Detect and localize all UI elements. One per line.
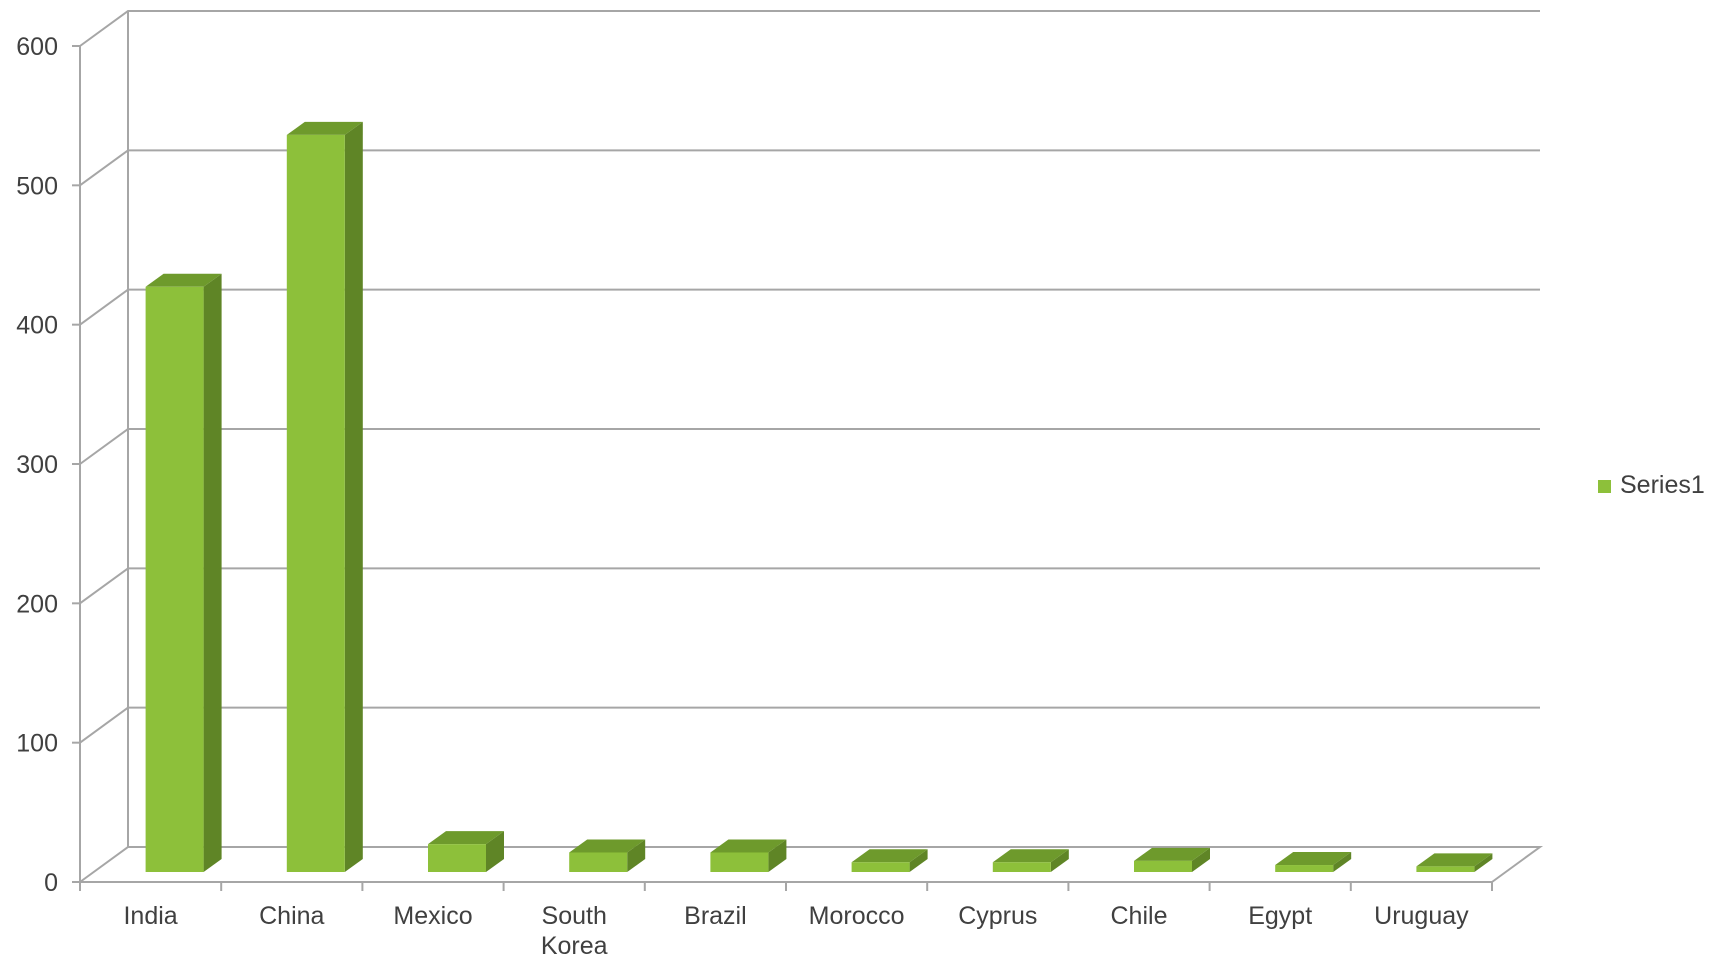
y-tick-label: 400 bbox=[16, 312, 58, 340]
x-tick-label: China bbox=[259, 902, 324, 930]
legend: Series1 bbox=[1598, 471, 1705, 499]
x-tick-label: Brazil bbox=[684, 902, 747, 930]
x-tick-label: Egypt bbox=[1248, 902, 1312, 930]
bar-side bbox=[909, 849, 928, 872]
x-tick-label: India bbox=[123, 902, 177, 930]
gridlines bbox=[79, 10, 1544, 883]
bar-morocco bbox=[851, 862, 910, 872]
axes bbox=[72, 45, 1493, 891]
bar-top bbox=[569, 839, 646, 853]
y-tick-label: 100 bbox=[16, 730, 58, 758]
bar-mexico bbox=[428, 844, 486, 872]
bar-top bbox=[992, 849, 1069, 863]
bar-side bbox=[1333, 852, 1352, 872]
bar-egypt bbox=[1275, 865, 1334, 872]
y-tick-label: 0 bbox=[44, 869, 58, 897]
bar-uruguay bbox=[1416, 866, 1475, 872]
bar-south-korea bbox=[569, 852, 628, 872]
bar-side bbox=[627, 839, 646, 872]
x-tick-label: South Korea bbox=[541, 902, 608, 960]
bar-top bbox=[145, 273, 222, 287]
y-tick-label: 500 bbox=[16, 172, 58, 200]
gridline bbox=[79, 10, 1540, 47]
bar-chile bbox=[1134, 860, 1192, 872]
bar-top bbox=[710, 839, 787, 853]
bar-side bbox=[344, 121, 363, 873]
bar-cyprus bbox=[992, 862, 1051, 872]
x-tick-label: Morocco bbox=[809, 902, 905, 930]
bar-side bbox=[486, 831, 504, 872]
bar-side bbox=[1474, 853, 1493, 872]
bar-side bbox=[1050, 849, 1069, 872]
y-tick-label: 200 bbox=[16, 590, 58, 618]
bar-china bbox=[286, 134, 345, 873]
x-tick-label: Cyprus bbox=[958, 902, 1037, 930]
bar-side bbox=[768, 839, 787, 872]
bar-side bbox=[203, 273, 222, 872]
bar-side bbox=[1192, 847, 1210, 872]
bar-top bbox=[428, 831, 504, 845]
y-tick-label: 600 bbox=[16, 33, 58, 61]
tick-labels: 0 100 200 300 400 500 600 India China Mexico South… bbox=[16, 33, 1469, 960]
bar-top bbox=[1275, 852, 1352, 866]
legend-swatch bbox=[1598, 480, 1611, 493]
bar-top bbox=[851, 849, 928, 863]
legend-label: Series1 bbox=[1620, 471, 1705, 499]
bar-top bbox=[1416, 853, 1493, 867]
bar-brazil bbox=[710, 852, 769, 872]
bar-india bbox=[145, 286, 204, 872]
x-tick-label: Chile bbox=[1111, 902, 1168, 930]
y-tick-label: 300 bbox=[16, 451, 58, 479]
x-tick-label: Mexico bbox=[393, 902, 472, 930]
bar-top bbox=[286, 121, 363, 135]
bars bbox=[145, 121, 1493, 873]
x-tick-label: Uruguay bbox=[1374, 902, 1469, 930]
gridline bbox=[79, 846, 1544, 883]
bar-top bbox=[1134, 847, 1210, 861]
